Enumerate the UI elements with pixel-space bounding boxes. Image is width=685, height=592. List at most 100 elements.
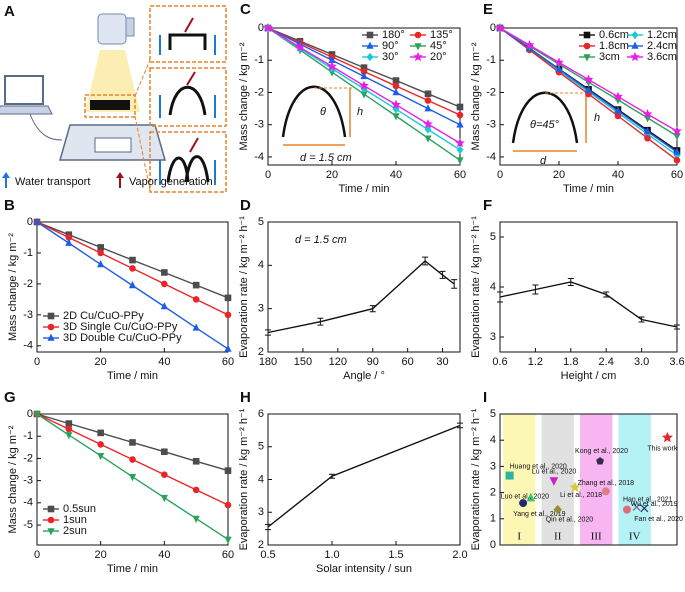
inset-box xyxy=(149,131,227,193)
y-tick-label: 0 xyxy=(258,22,264,34)
arrows xyxy=(159,17,216,185)
marker xyxy=(644,134,651,142)
group-label: IV xyxy=(629,531,641,543)
error-bar xyxy=(497,291,503,303)
balance-display xyxy=(94,137,132,153)
x-tick-label: 1.5 xyxy=(388,549,403,561)
error-bar xyxy=(422,256,429,266)
group-label: I xyxy=(517,531,521,543)
panel-letter: H xyxy=(240,389,251,406)
marker xyxy=(661,431,673,443)
annotation: h xyxy=(357,106,363,118)
legend-label: 3D Single Cu/CuO-PPy xyxy=(63,321,178,333)
legend-label: 1.2cm xyxy=(647,29,677,41)
y-tick-label: -3 xyxy=(486,119,496,131)
marker xyxy=(392,88,400,96)
marker xyxy=(456,111,464,119)
y-tick-label: 5 xyxy=(258,441,264,453)
error-bar xyxy=(532,284,539,295)
marker xyxy=(65,425,73,433)
group-label: II xyxy=(554,531,562,543)
marker xyxy=(192,457,200,465)
x-tick-label: 60 xyxy=(671,169,683,181)
panel-letter: I xyxy=(483,389,487,406)
y-tick-label: 3 xyxy=(490,331,496,343)
group-band xyxy=(618,414,651,545)
marker xyxy=(392,113,400,121)
error-bar xyxy=(603,291,610,298)
marker xyxy=(65,432,73,440)
marker xyxy=(553,504,562,515)
marker xyxy=(424,104,432,112)
y-tick-label: -2 xyxy=(486,86,496,98)
panel-letter: F xyxy=(483,197,492,214)
marker xyxy=(391,99,401,109)
annotation: d = 1.5 cm xyxy=(300,152,352,164)
x-tick-label: 40 xyxy=(390,169,402,181)
marker xyxy=(97,259,105,268)
marker xyxy=(596,457,604,465)
marker xyxy=(630,51,640,62)
lamp-arm xyxy=(125,17,135,37)
zoom-line xyxy=(134,115,151,191)
marker xyxy=(524,39,535,50)
point-label: Han et al., 2021 xyxy=(623,496,673,503)
point-label: Qin et al., 2020 xyxy=(546,516,594,523)
zoom-line xyxy=(134,59,151,97)
panel-letter: D xyxy=(240,197,251,214)
marker xyxy=(495,22,505,33)
x-tick-label: 0 xyxy=(34,356,40,368)
legend-label: Vapor generation xyxy=(129,176,213,188)
y-axis-label: Mass change / kg m⁻² xyxy=(7,233,19,341)
marker xyxy=(424,125,432,134)
marker xyxy=(366,31,374,39)
marker xyxy=(583,54,591,62)
marker xyxy=(392,82,400,90)
x-tick-label: 1.0 xyxy=(324,549,339,561)
panel-letter: A xyxy=(4,3,15,20)
marker xyxy=(526,492,536,502)
marker xyxy=(192,296,200,303)
marker xyxy=(456,157,464,165)
marker xyxy=(97,244,104,251)
marker xyxy=(160,494,168,503)
y-tick-label: 6 xyxy=(258,408,264,420)
error-bar xyxy=(329,473,335,479)
panel-letter: G xyxy=(4,389,16,406)
group-label: III xyxy=(591,531,602,543)
legend-label: 30° xyxy=(382,51,399,63)
marker xyxy=(359,80,369,90)
y-axis-label: Evaporation rate / kg m⁻² h⁻¹ xyxy=(470,216,482,358)
series-line xyxy=(499,281,678,328)
x-tick-label: 1.8 xyxy=(563,356,578,368)
marker xyxy=(192,323,200,331)
marker xyxy=(601,487,610,496)
y-tick-label: -4 xyxy=(254,151,264,163)
y-axis-label: Evaporation rate / kg m⁻² h⁻¹ xyxy=(238,216,250,358)
marker xyxy=(643,127,652,135)
annotation: d = 1.5 cm xyxy=(295,234,347,246)
inset-box xyxy=(149,67,227,127)
series-line xyxy=(267,424,461,528)
y-tick-label: -2 xyxy=(23,452,33,464)
annotation: θ xyxy=(320,106,326,118)
y-tick-label: 2 xyxy=(490,487,496,499)
marker xyxy=(414,43,422,51)
marker xyxy=(161,280,168,288)
annotation: θ=45° xyxy=(530,119,560,131)
y-tick-label: -3 xyxy=(23,309,33,321)
x-axis-label: Time / min xyxy=(339,183,390,195)
x-tick-label: 40 xyxy=(158,356,170,368)
point-label: Huang et al., 2020 xyxy=(510,463,567,470)
legend-label: 180° xyxy=(382,29,405,41)
y-axis-label: Mass change / kg m⁻² xyxy=(7,425,19,533)
marker xyxy=(224,467,232,474)
marker xyxy=(631,41,639,49)
y-tick-label: 4 xyxy=(258,259,264,271)
marker xyxy=(161,471,168,478)
marker xyxy=(97,452,105,461)
marker xyxy=(192,281,200,289)
marker xyxy=(583,74,594,84)
marker xyxy=(97,429,104,437)
cable xyxy=(29,113,63,141)
